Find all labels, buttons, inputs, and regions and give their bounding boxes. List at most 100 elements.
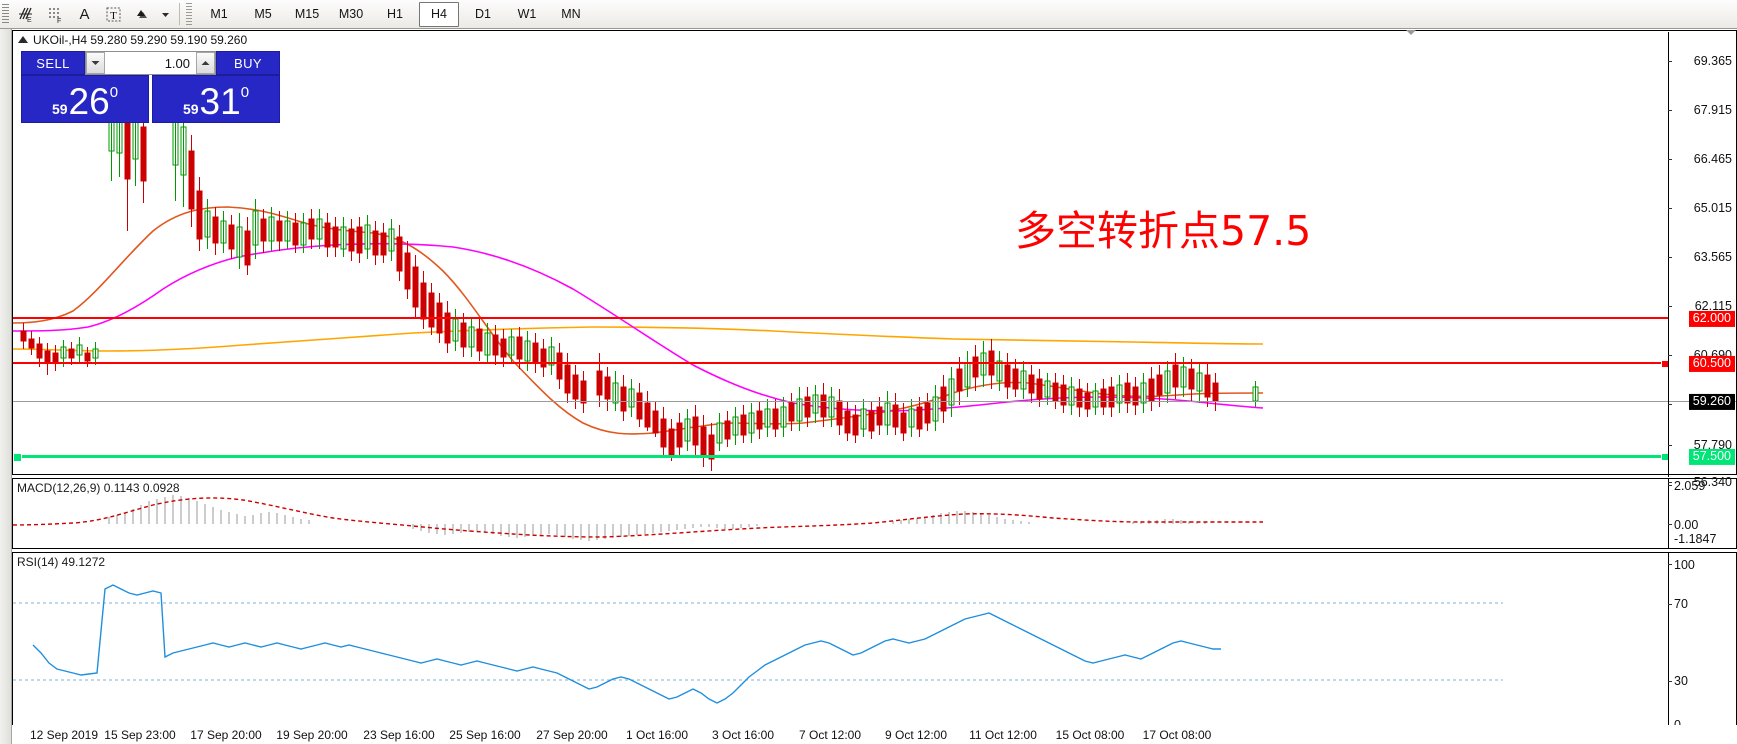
indicators-icon[interactable]: E xyxy=(13,2,40,27)
sell-button[interactable]: SELL xyxy=(21,51,85,75)
one-click-trading-panel[interactable]: SELL 1.00 BUY 59 26 xyxy=(21,51,280,123)
time-label: 17 Oct 08:00 xyxy=(1142,728,1212,742)
rsi-axis-line xyxy=(1668,553,1669,739)
buy-button[interactable]: BUY xyxy=(216,51,280,75)
timeframe-m1[interactable]: M1 xyxy=(210,7,228,21)
macd-axis-line xyxy=(1668,479,1669,548)
timeframe-m30[interactable]: M30 xyxy=(338,7,364,21)
resistance-line-62[interactable] xyxy=(13,317,1668,319)
price-tick-label: 62.115 xyxy=(1694,299,1732,313)
price-tick-label: 67.915 xyxy=(1693,103,1732,117)
text-icon[interactable]: A xyxy=(79,5,90,23)
arrows-dropdown-icon[interactable] xyxy=(158,2,172,27)
time-label: 11 Oct 12:00 xyxy=(969,728,1037,742)
chart-area[interactable]: UKOil-,H4 59.280 59.290 59.190 59.260 xyxy=(12,29,1737,744)
sell-price-fraction: 0 xyxy=(109,84,119,101)
support-line-57-5[interactable] xyxy=(13,453,1669,461)
time-label: 15 Sep 23:00 xyxy=(104,728,176,742)
timeframe-toolbar-grip[interactable] xyxy=(186,3,192,25)
support-line-left-handle[interactable] xyxy=(13,453,22,462)
vertical-scrollbar[interactable] xyxy=(0,29,12,744)
macd-label: MACD(12,26,9) 0.1143 0.0928 xyxy=(17,481,180,495)
price-axis-line xyxy=(1668,32,1669,477)
chart-dropdown-caret-icon[interactable] xyxy=(1406,30,1416,35)
triangle-up-icon xyxy=(18,36,28,43)
toolbar-grip[interactable] xyxy=(2,4,9,24)
timeframe-w1[interactable]: W1 xyxy=(517,7,537,21)
trade-panel-divider xyxy=(149,75,152,123)
chart-annotation: 多空转折点57.5 xyxy=(1015,207,1312,255)
timeframe-h4[interactable]: H4 xyxy=(419,1,459,27)
time-label: 3 Oct 16:00 xyxy=(711,728,775,742)
timeframe-mn[interactable]: MN xyxy=(561,7,581,21)
sell-price-main: 26 xyxy=(68,81,110,122)
symbol-header-text: UKOil-,H4 59.280 59.290 59.190 59.260 xyxy=(33,32,248,47)
time-label: 25 Sep 16:00 xyxy=(449,728,521,742)
grid-icon[interactable]: F xyxy=(42,2,69,27)
symbol-header: UKOil-,H4 59.280 59.290 59.190 59.260 xyxy=(13,31,247,48)
macd-scale-label: 2.059 xyxy=(1674,479,1706,493)
volume-input[interactable]: 1.00 xyxy=(164,55,190,71)
toolbar-separator xyxy=(179,3,180,25)
rsi-series-svg xyxy=(13,584,1503,704)
sell-price[interactable]: 59 26 0 xyxy=(21,75,149,123)
timeframe-m15[interactable]: M15 xyxy=(294,7,320,21)
price-tick-label: 63.565 xyxy=(1693,250,1732,264)
buy-price-integer: 59 xyxy=(182,101,199,117)
price-tick-label: 66.465 xyxy=(1693,152,1732,166)
sell-price-integer: 59 xyxy=(51,101,68,117)
price-pane[interactable]: UKOil-,H4 59.280 59.290 59.190 59.260 xyxy=(12,30,1737,489)
arrows-icon[interactable] xyxy=(129,2,156,27)
time-label: 7 Oct 12:00 xyxy=(798,728,862,742)
text-label-icon[interactable]: T xyxy=(100,2,127,27)
macd-signal-path xyxy=(13,497,1263,538)
level-60-5-badge[interactable]: 60.500 xyxy=(1688,355,1735,373)
macd-pane[interactable]: MACD(12,26,9) 0.1143 0.0928 xyxy=(12,478,1737,549)
price-scale[interactable]: 69.365 67.915 66.465 65.015 63.565 62.11… xyxy=(1668,32,1736,489)
timeframe-d1[interactable]: D1 xyxy=(475,7,491,21)
svg-text:T: T xyxy=(110,10,117,22)
resistance-line-60-5[interactable] xyxy=(13,360,1669,368)
rsi-pane[interactable]: RSI(14) 49.1272 100 70 30 0 xyxy=(12,552,1737,740)
volume-stepper[interactable]: 1.00 xyxy=(85,51,216,75)
level-57-5-badge[interactable]: 57.500 xyxy=(1688,448,1735,466)
buy-price[interactable]: 59 31 0 xyxy=(152,75,280,123)
current-price-badge: 59.260 xyxy=(1688,393,1735,411)
trade-panel-prices: 59 26 0 59 31 0 xyxy=(21,75,280,123)
price-tick-label: 56.340 xyxy=(1693,475,1732,489)
macd-histogram xyxy=(108,495,1206,541)
price-tick-label: 65.015 xyxy=(1693,201,1732,215)
horizontal-scrollbar[interactable] xyxy=(0,725,12,744)
rsi-scale-label: 100 xyxy=(1674,558,1695,572)
candlestick-series xyxy=(20,87,1259,471)
time-label: 15 Oct 08:00 xyxy=(1055,728,1125,742)
rsi-label: RSI(14) 49.1272 xyxy=(17,555,106,569)
volume-decrease-button[interactable] xyxy=(86,52,105,74)
price-series-svg xyxy=(13,87,1264,471)
main-toolbar: E F A T M1 M5 M15 M30 H1 H4 D1 W1 MN xyxy=(0,0,1737,29)
ma-slow-path xyxy=(13,326,1264,352)
level-62-badge[interactable]: 62.000 xyxy=(1688,310,1735,328)
svg-text:E: E xyxy=(27,17,32,24)
time-label: 12 Sep 2019 xyxy=(29,728,99,742)
time-label: 23 Sep 16:00 xyxy=(363,728,435,742)
trade-panel-top-row: SELL 1.00 BUY xyxy=(21,51,280,75)
timeframe-h1[interactable]: H1 xyxy=(387,7,403,21)
macd-scale-label: -1.1847 xyxy=(1674,532,1717,546)
time-axis[interactable]: 12 Sep 2019 15 Sep 23:00 17 Sep 20:00 19… xyxy=(12,725,1737,744)
rsi-path xyxy=(32,584,1221,704)
time-label: 1 Oct 16:00 xyxy=(625,728,689,742)
current-price-line xyxy=(13,401,1736,402)
macd-scale-label: 0.00 xyxy=(1674,518,1699,532)
buy-price-main: 31 xyxy=(199,81,241,122)
time-label: 19 Sep 20:00 xyxy=(276,728,348,742)
timeframe-m5[interactable]: M5 xyxy=(254,7,272,21)
svg-text:F: F xyxy=(57,18,61,24)
volume-increase-button[interactable] xyxy=(196,52,215,74)
macd-scale: 2.059 0.00 -1.1847 xyxy=(1668,479,1736,548)
rsi-scale-label: 30 xyxy=(1674,674,1688,688)
rsi-scale-label: 70 xyxy=(1674,597,1688,611)
rsi-scale: 100 70 30 0 xyxy=(1668,553,1736,739)
time-label: 9 Oct 12:00 xyxy=(884,728,948,742)
macd-series-svg xyxy=(13,495,1263,541)
